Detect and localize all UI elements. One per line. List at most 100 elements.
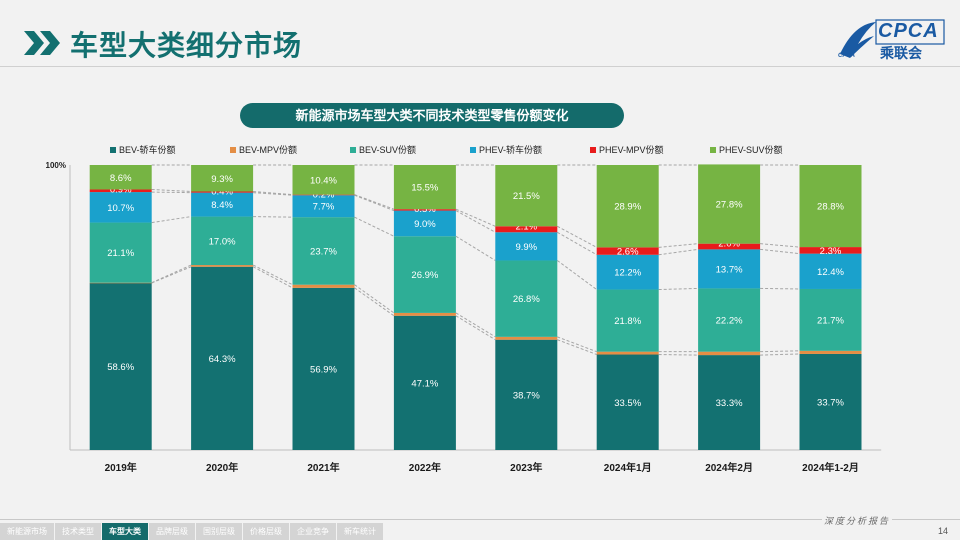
cpca-logo bbox=[840, 19, 945, 58]
data-label: 9.3% bbox=[211, 174, 233, 185]
data-label: 8.6% bbox=[110, 173, 132, 184]
chevron-right-icon bbox=[24, 31, 60, 55]
legend-label: BEV-MPV份额 bbox=[239, 145, 298, 155]
connector-line bbox=[760, 353, 800, 356]
bar-segment bbox=[292, 217, 355, 285]
nav-tab[interactable]: 新能源市场 bbox=[0, 523, 55, 540]
data-label: 33.3% bbox=[716, 398, 743, 409]
data-label: 0.4% bbox=[211, 187, 233, 198]
connector-line bbox=[253, 192, 293, 196]
bar-segment bbox=[191, 265, 254, 267]
legend-swatch bbox=[230, 146, 236, 153]
connector-line bbox=[253, 216, 293, 218]
nav-tab[interactable]: 车型大类 bbox=[102, 523, 149, 540]
legend-item: BEV-SUV份额 bbox=[350, 143, 416, 156]
legend-label: PHEV-轿车份额 bbox=[479, 145, 543, 155]
bar-segment bbox=[799, 350, 862, 354]
bar-segment bbox=[596, 254, 659, 290]
logo-mini-text: CPCA bbox=[838, 53, 856, 59]
bar-segment bbox=[799, 353, 862, 450]
bar-segment bbox=[393, 312, 456, 316]
legend-swatch bbox=[470, 146, 476, 153]
legend-item: BEV-轿车份额 bbox=[110, 143, 176, 156]
x-tick-label: 2020年 bbox=[206, 461, 238, 474]
nav-tab[interactable]: 价格层级 bbox=[243, 523, 290, 540]
data-label: 56.9% bbox=[310, 364, 337, 375]
bar-segment bbox=[596, 351, 659, 355]
legend-swatch bbox=[350, 146, 356, 153]
bar-segment bbox=[799, 253, 862, 289]
data-label: 9.9% bbox=[515, 242, 537, 253]
connector-line bbox=[354, 287, 395, 317]
nav-tab[interactable]: 技术类型 bbox=[55, 523, 102, 540]
x-tick-label: 2022年 bbox=[409, 461, 441, 474]
data-label: 2.0% bbox=[718, 239, 740, 250]
data-label: 0.9% bbox=[110, 185, 132, 196]
bar-segment bbox=[89, 282, 152, 284]
bar-segment bbox=[799, 247, 862, 254]
data-label: 9.0% bbox=[414, 219, 436, 230]
data-label: 26.8% bbox=[513, 294, 540, 305]
data-label: 10.7% bbox=[107, 203, 134, 214]
bar-segment bbox=[292, 165, 355, 195]
data-label: 21.5% bbox=[513, 191, 540, 202]
bar-segment bbox=[191, 192, 254, 217]
connector-line bbox=[151, 264, 192, 284]
chart-title: 新能源市场车型大类不同技术类型零售份额变化 bbox=[240, 103, 624, 128]
connector-line bbox=[354, 194, 395, 212]
data-label: 21.7% bbox=[817, 315, 844, 326]
data-label: 13.7% bbox=[716, 264, 743, 275]
data-label: 38.7% bbox=[513, 390, 540, 401]
connector-line bbox=[455, 315, 496, 341]
connector-line bbox=[557, 231, 597, 256]
legend-swatch bbox=[110, 146, 116, 153]
bar-segment bbox=[495, 232, 558, 261]
connector-line bbox=[354, 216, 395, 237]
bar-segment bbox=[191, 191, 254, 193]
bar-segment bbox=[698, 351, 761, 356]
connector-line bbox=[760, 248, 800, 255]
nav-tab[interactable]: 品牌层级 bbox=[149, 523, 196, 540]
data-label: 26.9% bbox=[411, 270, 438, 281]
data-label: 0.5% bbox=[414, 204, 436, 215]
bar-segment bbox=[292, 195, 355, 218]
bar-segment bbox=[698, 288, 761, 352]
bar-segment bbox=[191, 266, 254, 450]
data-label: 10.4% bbox=[310, 175, 337, 186]
bar-segment bbox=[698, 355, 761, 450]
page-number: 14 bbox=[938, 526, 949, 536]
connector-line bbox=[455, 208, 496, 227]
connector-line bbox=[151, 189, 192, 193]
bar-segment bbox=[191, 165, 254, 192]
x-tick-label: 2024年1-2月 bbox=[802, 461, 859, 474]
page-title: 车型大类细分市场 bbox=[70, 30, 303, 61]
data-label: 2.6% bbox=[617, 247, 639, 258]
data-label: 12.4% bbox=[817, 267, 844, 278]
data-label: 27.8% bbox=[716, 200, 743, 211]
connector-line bbox=[253, 191, 293, 196]
nav-tab[interactable]: 国别层级 bbox=[196, 523, 243, 540]
connector-line bbox=[354, 194, 395, 210]
x-tick-label: 2024年1月 bbox=[604, 461, 652, 474]
bar-segment bbox=[698, 243, 761, 250]
nav-tab[interactable]: 企业竞争 bbox=[290, 523, 337, 540]
bar-segment bbox=[89, 282, 152, 450]
bar-segment bbox=[89, 192, 152, 223]
bar-segment bbox=[698, 164, 761, 244]
nav-tab[interactable]: 新车统计 bbox=[337, 523, 384, 540]
connector-line bbox=[151, 191, 192, 194]
legend-item: PHEV-轿车份额 bbox=[470, 143, 542, 156]
connector-line bbox=[760, 287, 800, 290]
connector-line bbox=[354, 284, 395, 314]
bar-segment bbox=[495, 260, 558, 337]
connector-line bbox=[658, 248, 699, 256]
bar-segment bbox=[799, 288, 862, 351]
bar-segment bbox=[495, 165, 558, 227]
bar-segment bbox=[596, 354, 659, 450]
data-label: 28.9% bbox=[614, 202, 641, 213]
data-label: 8.4% bbox=[211, 200, 233, 211]
bar-segment bbox=[495, 336, 558, 340]
data-label: 7.7% bbox=[313, 202, 335, 213]
